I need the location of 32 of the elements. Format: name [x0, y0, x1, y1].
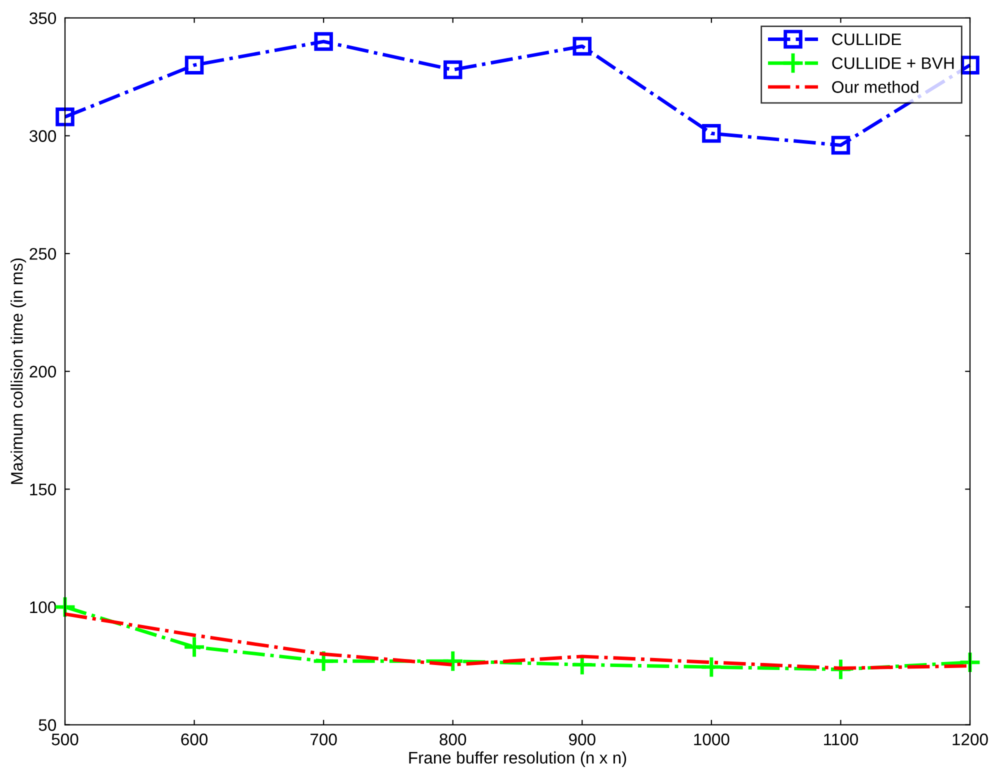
point — [572, 36, 592, 56]
y-tick-label: 200 — [30, 366, 56, 378]
point — [443, 60, 462, 80]
y-tick-label: 100 — [30, 601, 56, 614]
x-tick-label: 1100 — [824, 734, 858, 746]
point — [314, 32, 333, 51]
point — [184, 56, 204, 74]
y-tick-label: 350 — [29, 12, 56, 24]
x-tick-label: 500 — [52, 734, 78, 746]
point — [182, 636, 206, 658]
point — [831, 136, 850, 155]
x-tick-label: 900 — [569, 734, 596, 746]
point — [958, 650, 982, 674]
y-tick-label: 300 — [29, 130, 56, 142]
point — [441, 650, 464, 673]
legend-label: CULLIDE + BVH — [832, 57, 954, 70]
legend-label: Our method — [832, 80, 918, 93]
x-tick-label: 800 — [440, 734, 466, 746]
x-tick-label: 700 — [310, 734, 337, 746]
y-tick-label: 50 — [38, 719, 56, 731]
y-tick-label: 250 — [30, 248, 56, 260]
y-tick-label: 150 — [30, 484, 56, 496]
legend-label: CULLIDE — [832, 33, 902, 46]
x-tick-label: 1000 — [694, 734, 730, 746]
point — [312, 650, 336, 673]
point — [702, 124, 721, 143]
point — [700, 656, 723, 679]
point — [56, 108, 74, 126]
x-tick-label: 600 — [181, 734, 208, 746]
x-tick-label: 1200 — [952, 734, 988, 746]
y-axis-title: Maximum collision time (in ms) — [10, 258, 26, 484]
x-axis-title: Frane buffer resolution (n x n) — [409, 751, 626, 767]
